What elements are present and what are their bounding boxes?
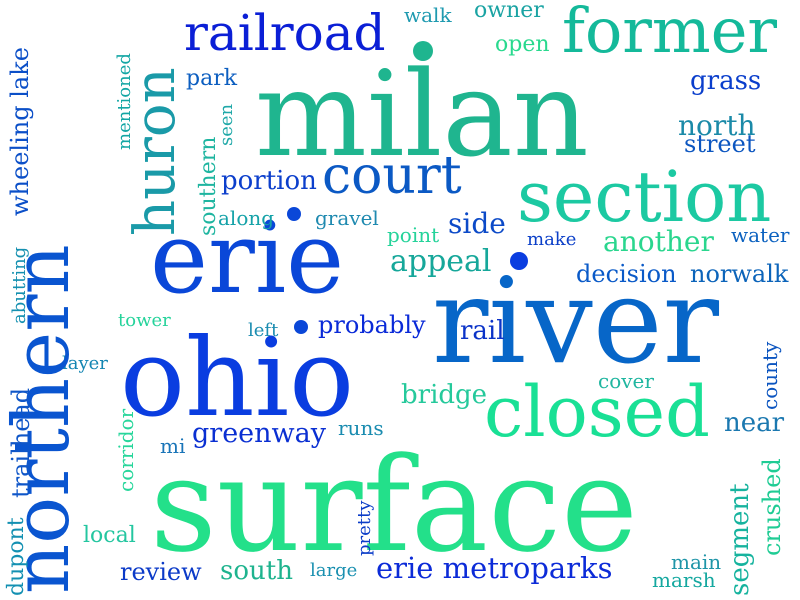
- word-local: local: [83, 523, 136, 548]
- word-water: water: [731, 223, 790, 247]
- word-milan: milan: [255, 45, 589, 183]
- word-make: make: [527, 229, 577, 250]
- word-owner: owner: [474, 0, 544, 23]
- word-huron: huron: [123, 67, 188, 236]
- word-trailhead: trailhead: [7, 387, 35, 498]
- dot-4: [510, 252, 528, 270]
- word-section: section: [517, 156, 772, 238]
- word-appeal: appeal: [390, 244, 492, 279]
- dot-3: [413, 41, 433, 61]
- word-rail: rail: [460, 316, 505, 346]
- word-left: left: [248, 320, 279, 341]
- word-gravel: gravel: [315, 206, 379, 230]
- word-tower: tower: [118, 310, 171, 331]
- word-south: south: [220, 556, 293, 586]
- word-large: large: [310, 560, 358, 581]
- word-probably: probably: [318, 311, 426, 339]
- word-southern: southern: [196, 136, 221, 236]
- word-segment: segment: [725, 483, 755, 596]
- word-street: street: [684, 130, 756, 158]
- word-erie: erie: [150, 202, 345, 316]
- word-mi: mi: [160, 434, 186, 458]
- word-dupont: dupont: [4, 517, 29, 596]
- word-another: another: [603, 225, 714, 258]
- word-closed: closed: [484, 371, 710, 453]
- word-surface: surface: [150, 429, 638, 581]
- word-walk: walk: [404, 3, 452, 27]
- word-side: side: [448, 207, 506, 240]
- word-county: county: [758, 341, 782, 410]
- word-greenway: greenway: [192, 418, 326, 449]
- word-near: near: [724, 408, 785, 438]
- word-main: main: [671, 550, 722, 574]
- word-along: along: [218, 206, 275, 230]
- word-norwalk: norwalk: [690, 260, 789, 288]
- word-erie-metroparks: erie metroparks: [376, 551, 613, 585]
- word-grass: grass: [690, 66, 762, 96]
- word-review: review: [120, 558, 202, 586]
- word-crushed: crushed: [758, 458, 786, 556]
- dot-1: [287, 207, 301, 221]
- word-wheeling-lake: wheeling lake: [6, 47, 34, 216]
- word-decision: decision: [576, 260, 677, 288]
- word-court: court: [322, 146, 462, 206]
- word-cover: cover: [598, 369, 654, 393]
- word-former: former: [562, 0, 778, 67]
- word-corridor: corridor: [114, 408, 138, 492]
- word-abutting: abutting: [9, 246, 30, 324]
- word-ohio: ohio: [120, 316, 355, 441]
- word-point: point: [387, 223, 440, 247]
- word-bridge: bridge: [401, 380, 488, 410]
- word-railroad: railroad: [184, 4, 386, 62]
- word-pretty: pretty: [354, 500, 375, 556]
- word-runs: runs: [338, 416, 384, 440]
- word-park: park: [186, 66, 238, 91]
- word-portion: portion: [221, 166, 317, 196]
- word-river: river: [432, 252, 720, 390]
- word-seen: seen: [216, 103, 237, 146]
- word-marsh: marsh: [652, 568, 716, 592]
- word-layer: layer: [62, 353, 108, 374]
- word-north: north: [678, 109, 756, 142]
- word-open: open: [495, 32, 550, 57]
- word-mentioned: mentioned: [114, 53, 135, 150]
- dot-2: [294, 320, 308, 334]
